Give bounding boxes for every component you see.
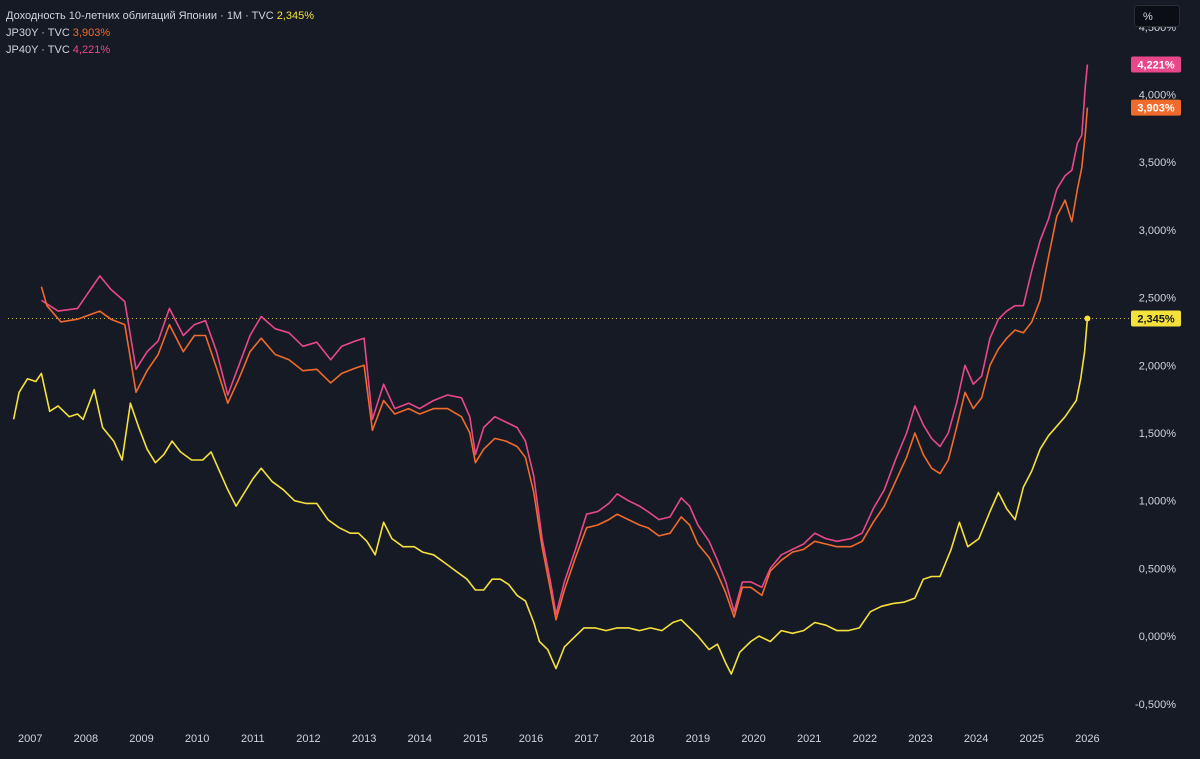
x-tick-label: 2008 — [74, 733, 98, 745]
last-value-badges: 4,221% 3,903% 2,345% — [1131, 56, 1181, 327]
x-tick-label: 2013 — [352, 733, 376, 745]
x-tick-label: 2014 — [407, 733, 431, 745]
x-tick-label: 2011 — [241, 733, 265, 745]
x-tick-label: 2009 — [129, 733, 153, 745]
x-tick-label: 2017 — [574, 733, 598, 745]
x-tick-label: 2015 — [463, 733, 487, 745]
y-tick-label: 2,000% — [1139, 360, 1177, 372]
x-tick-label: 2019 — [686, 733, 710, 745]
last-value-badge-text: 2,345% — [1137, 314, 1175, 326]
x-tick-label: 2012 — [296, 733, 320, 745]
legend-title-jp10: Доходность 10-летних облигаций Японии · … — [6, 10, 274, 22]
y-tick-label: -0,500% — [1135, 699, 1176, 711]
x-tick-label: 2026 — [1075, 733, 1099, 745]
y-tick-label: 2,500% — [1139, 293, 1177, 305]
x-tick-label: 2022 — [853, 733, 877, 745]
last-value-badge-text: 4,221% — [1137, 60, 1175, 72]
last-value-badge-jp30y — [1131, 99, 1181, 116]
x-tick-label: 2010 — [185, 733, 209, 745]
last-value-badge-jp10y — [1131, 310, 1181, 327]
series-layer — [12, 64, 1091, 675]
last-value-badge-jp40y — [1131, 56, 1181, 73]
y-axis: 4,500%4,000%3,500%3,000%2,500%2,000%1,50… — [1135, 22, 1176, 711]
x-axis: 2007 2008 2009 2010 2011 2012 2013 2014 2015 2016… — [18, 733, 1100, 745]
legend-row-jp40[interactable]: JP40Y · TVC 4,221% — [6, 42, 314, 59]
x-tick-label: 2016 — [519, 733, 543, 745]
x-tick-label: 2021 — [797, 733, 821, 745]
series-line-jp10y[interactable] — [12, 318, 1089, 675]
y-tick-label: 1,000% — [1139, 496, 1177, 508]
y-tick-label: 3,500% — [1139, 157, 1177, 169]
legend-title-jp30: JP30Y · TVC — [6, 27, 70, 39]
series-line-jp30y[interactable] — [40, 107, 1089, 621]
legend-value-jp30: 3,903% — [72, 27, 111, 39]
last-value-badge-text: 3,903% — [1137, 103, 1175, 115]
x-tick-label: 2024 — [964, 733, 988, 745]
y-tick-label: 3,000% — [1139, 225, 1177, 237]
x-tick-label: 2020 — [741, 733, 765, 745]
x-tick-label: 2018 — [630, 733, 654, 745]
legend-row-jp10[interactable]: Доходность 10-летних облигаций Японии · … — [6, 8, 314, 25]
legend-value-jp10: 2,345% — [276, 10, 314, 22]
x-tick-label: 2023 — [908, 733, 932, 745]
chart-legend: Доходность 10-летних облигаций Японии · … — [6, 8, 314, 59]
series-line-jp40y[interactable] — [40, 64, 1089, 616]
y-tick-label: 0,500% — [1139, 563, 1177, 575]
unit-toggle-button[interactable]: % — [1134, 5, 1180, 27]
y-tick-label: 4,000% — [1139, 89, 1177, 101]
last-point-marker — [1084, 315, 1091, 322]
legend-value-jp40: 4,221% — [72, 44, 111, 56]
legend-title-jp40: JP40Y · TVC — [6, 44, 70, 56]
y-tick-label: 1,500% — [1139, 428, 1177, 440]
y-tick-label: 0,000% — [1139, 631, 1177, 643]
x-tick-label: 2007 — [18, 733, 42, 745]
legend-row-jp30[interactable]: JP30Y · TVC 3,903% — [6, 25, 314, 42]
x-tick-label: 2025 — [1020, 733, 1044, 745]
